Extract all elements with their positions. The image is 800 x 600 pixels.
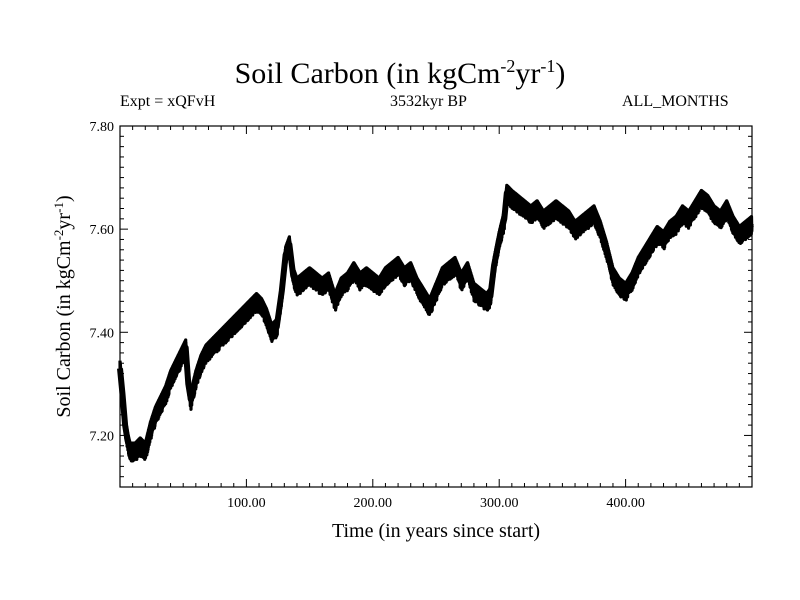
- plot-frame: [119, 125, 753, 488]
- y-tick-label: 7.20: [90, 429, 115, 444]
- y-tick-label: 7.60: [90, 223, 115, 238]
- experiment-label: Expt = xQFvH: [120, 93, 216, 110]
- period-label: 3532kyr BP: [390, 93, 467, 110]
- x-tick-label: 200.00: [354, 496, 393, 511]
- y-axis-label: Soil Carbon (in kgCm-2yr-1): [51, 195, 75, 417]
- x-tick-label: 100.00: [227, 496, 266, 511]
- y-tick-label: 7.80: [90, 120, 115, 135]
- chart-title: Soil Carbon (in kgCm-2yr-1): [234, 56, 566, 90]
- x-tick-label: 300.00: [480, 496, 519, 511]
- x-axis-label: Time (in years since start): [332, 520, 540, 542]
- months-label: ALL_MONTHS: [622, 93, 729, 110]
- series-line: [118, 183, 754, 463]
- x-tick-label: 400.00: [606, 496, 645, 511]
- series-line-core: [117, 190, 754, 454]
- y-tick-label: 7.40: [90, 326, 115, 341]
